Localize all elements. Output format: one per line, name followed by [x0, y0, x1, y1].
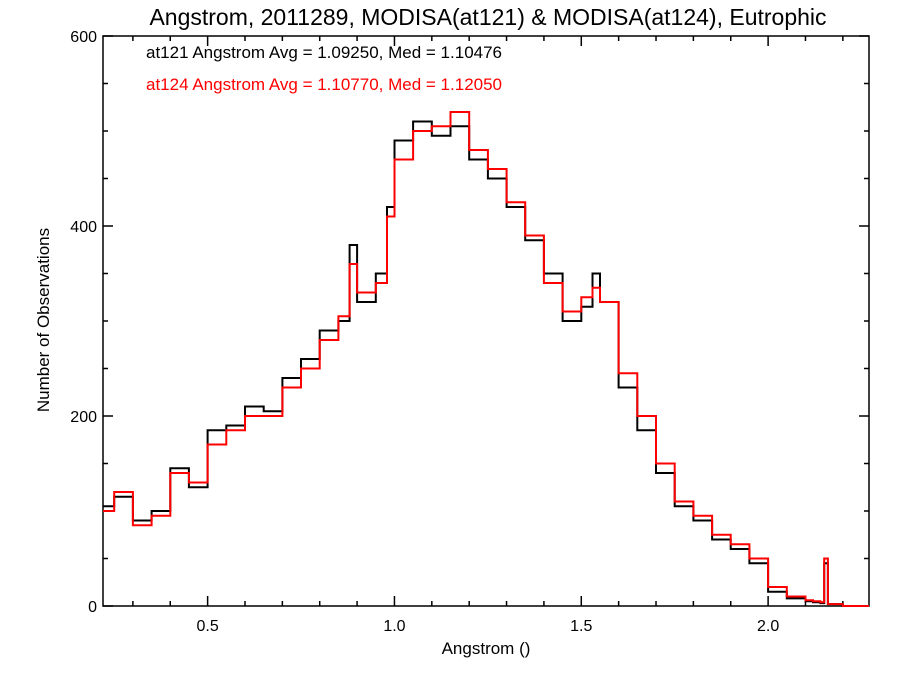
axis-ticks: 0.5 1.0 1.5 2.0 0 200 400 600 [70, 29, 869, 635]
x-tick-label: 0.5 [196, 618, 218, 635]
y-tick-label: 200 [70, 409, 97, 426]
x-tick-label: 1.0 [383, 618, 405, 635]
x-tick-label: 1.5 [570, 618, 592, 635]
annotation-at124: at124 Angstrom Avg = 1.10770, Med = 1.12… [146, 75, 502, 94]
annotation-at121: at121 Angstrom Avg = 1.09250, Med = 1.10… [146, 43, 502, 62]
y-tick-label: 0 [88, 599, 97, 616]
x-axis-label: Angstrom () [442, 639, 531, 658]
y-axis-label: Number of Observations [34, 228, 53, 412]
series-at124-line [103, 111, 869, 607]
x-tick-label: 2.0 [757, 618, 779, 635]
series-layer [103, 111, 869, 607]
y-tick-label: 400 [70, 219, 97, 236]
chart-title: Angstrom, 2011289, MODISA(at121) & MODIS… [149, 4, 826, 30]
plot-frame [102, 35, 870, 607]
series-at121-line [103, 120, 869, 607]
y-tick-label: 600 [70, 29, 97, 46]
plot-border [102, 35, 870, 607]
